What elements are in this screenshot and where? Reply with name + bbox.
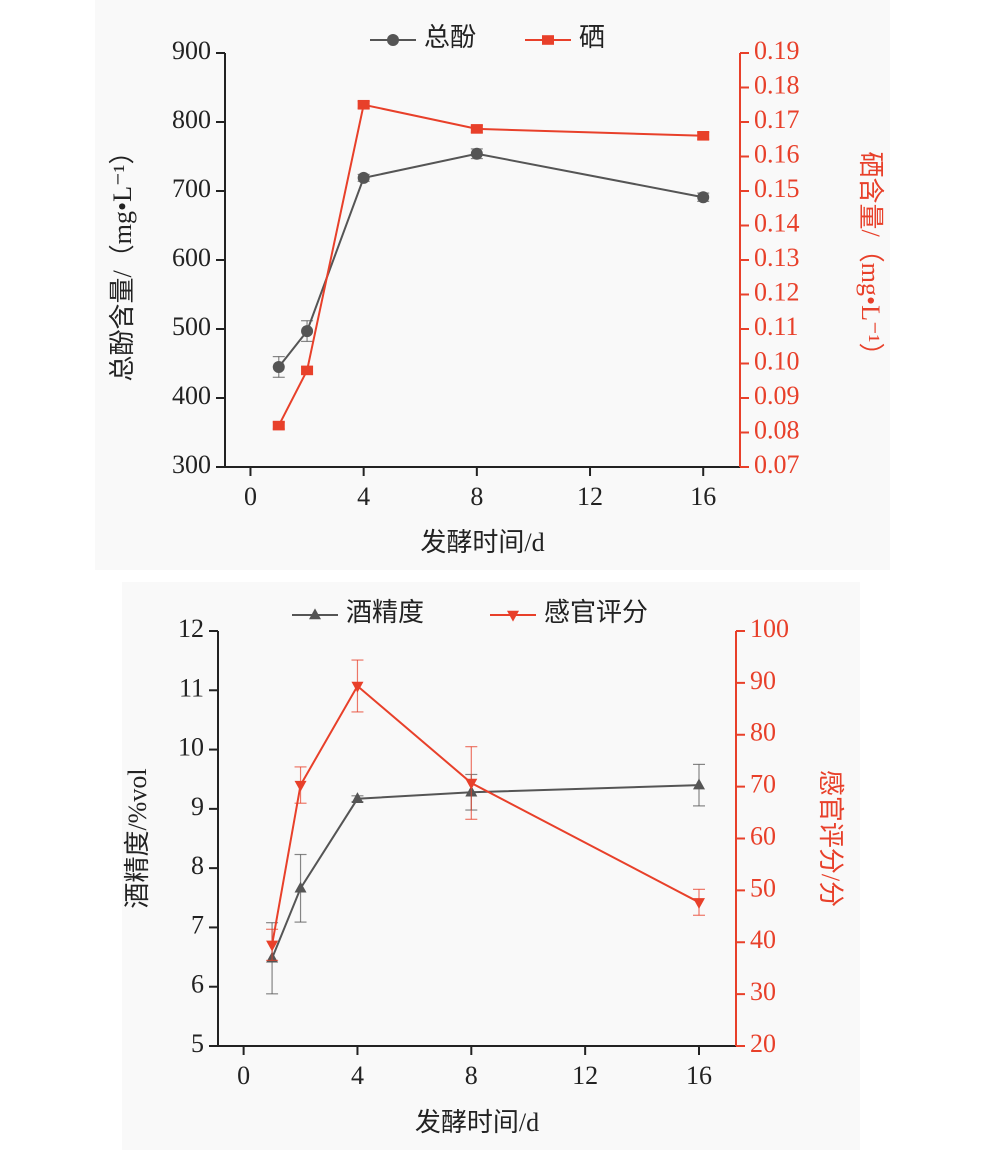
- y2-tick-label: 0.07: [754, 450, 800, 479]
- y2-axis-label: 硒含量/（mg•L⁻¹）: [856, 152, 885, 369]
- x-tick-label: 12: [577, 482, 603, 511]
- y-tick-label: 9: [191, 792, 204, 821]
- y2-tick-label: 0.13: [754, 243, 800, 272]
- marker: [351, 792, 364, 803]
- marker: [301, 325, 314, 338]
- y2-tick-label: 50: [750, 873, 776, 902]
- y-tick-label: 11: [179, 673, 204, 702]
- y2-tick-label: 100: [750, 614, 789, 643]
- y2-tick-label: 0.12: [754, 277, 800, 306]
- y2-tick-label: 80: [750, 718, 776, 747]
- x-tick-label: 16: [686, 1061, 712, 1090]
- y-tick-label: 900: [172, 36, 211, 65]
- y2-tick-label: 0.10: [754, 346, 800, 375]
- legend-label: 酒精度: [346, 598, 424, 627]
- x-tick-label: 0: [244, 482, 257, 511]
- x-tick-label: 12: [572, 1061, 598, 1090]
- marker: [697, 131, 710, 141]
- marker: [470, 147, 483, 160]
- y2-tick-label: 0.17: [754, 105, 800, 134]
- marker: [387, 34, 399, 46]
- marker: [351, 681, 364, 693]
- x-tick-label: 16: [690, 482, 716, 511]
- y2-axis-label: 感官评分/分: [816, 770, 845, 907]
- y2-tick-label: 90: [750, 666, 776, 695]
- marker: [301, 365, 314, 376]
- y-tick-label: 800: [172, 105, 211, 134]
- y2-tick-label: 0.14: [754, 208, 800, 237]
- y-tick-label: 500: [172, 312, 211, 341]
- marker: [294, 881, 307, 893]
- y2-tick-label: 0.09: [754, 381, 800, 410]
- x-tick-label: 0: [237, 1061, 250, 1090]
- marker: [697, 191, 710, 204]
- legend-label: 硒: [579, 23, 605, 52]
- x-axis-label: 发酵时间/d: [420, 528, 544, 557]
- y-tick-label: 12: [178, 614, 204, 643]
- y-axis-label: 酒精度/%vol: [123, 768, 152, 908]
- y2-tick-label: 0.19: [754, 36, 800, 65]
- marker: [693, 898, 705, 909]
- y-tick-label: 5: [191, 1029, 204, 1058]
- y2-tick-label: 0.15: [754, 174, 800, 203]
- y-tick-label: 10: [178, 733, 204, 762]
- y2-tick-label: 0.08: [754, 415, 800, 444]
- x-tick-label: 8: [470, 482, 483, 511]
- y-tick-label: 400: [172, 381, 211, 410]
- marker: [542, 35, 554, 45]
- marker: [465, 778, 478, 790]
- legend-label: 感官评分: [544, 598, 648, 627]
- y2-tick-label: 0.18: [754, 70, 800, 99]
- y2-tick-label: 30: [750, 977, 776, 1006]
- legend-label: 总酚: [424, 23, 476, 52]
- marker: [266, 940, 279, 952]
- y-tick-label: 700: [172, 174, 211, 203]
- y-tick-label: 300: [172, 450, 211, 479]
- marker: [507, 610, 519, 622]
- y-tick-label: 8: [191, 851, 204, 880]
- y2-tick-label: 40: [750, 925, 776, 954]
- y-tick-label: 7: [191, 910, 204, 939]
- y-tick-label: 6: [191, 970, 204, 999]
- x-tick-label: 4: [357, 482, 370, 511]
- y2-tick-label: 70: [750, 770, 776, 799]
- y-tick-label: 600: [172, 243, 211, 272]
- marker: [693, 778, 705, 790]
- y2-tick-label: 0.11: [754, 312, 799, 341]
- y-axis-label: 总酚含量/（mg•L⁻¹）: [108, 139, 137, 382]
- y2-tick-label: 60: [750, 821, 776, 850]
- y2-tick-label: 20: [750, 1029, 776, 1058]
- panel-background: [95, 0, 890, 570]
- marker: [470, 124, 483, 134]
- y2-tick-label: 0.16: [754, 139, 800, 168]
- marker: [272, 420, 285, 431]
- marker: [309, 608, 321, 620]
- x-tick-label: 8: [465, 1061, 478, 1090]
- marker: [294, 780, 307, 792]
- x-tick-label: 4: [351, 1061, 364, 1090]
- marker: [357, 171, 370, 184]
- marker: [357, 99, 370, 110]
- marker: [272, 360, 285, 373]
- x-axis-label: 发酵时间/d: [415, 1108, 539, 1137]
